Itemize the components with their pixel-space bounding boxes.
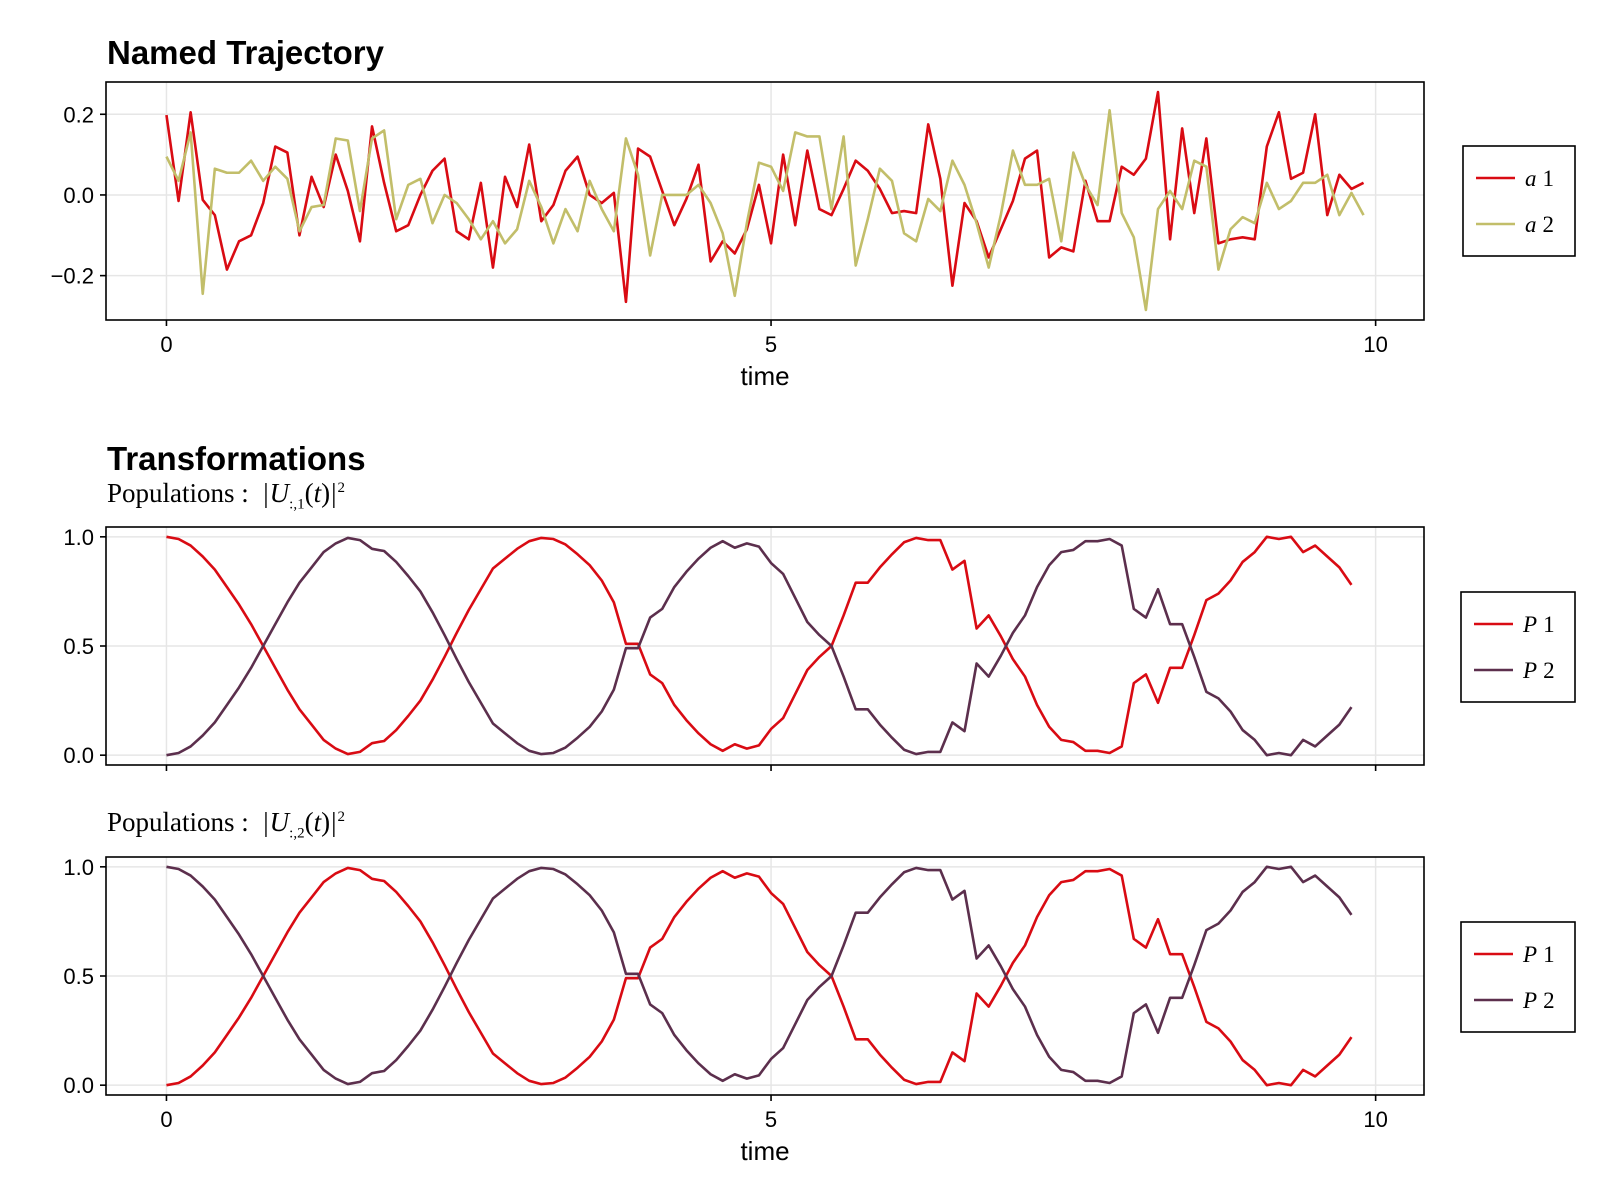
subtitle-prefix: Populations : [107,478,249,508]
symbol-t: t [313,807,322,837]
series-line-1 [165,90,1365,304]
x-tick-label: 5 [765,1107,777,1132]
series-line-2 [165,108,1365,312]
plot-frame [105,81,1425,321]
symbol-u: U [269,478,290,508]
series-line-2 [166,536,1353,757]
abs-bar-close: | [331,807,337,837]
legend-box [1460,591,1576,703]
x-tick-label: 10 [1363,332,1387,357]
symbol-t: t [313,478,322,508]
legend-box [1462,145,1576,257]
figure-title-named-trajectory: Named Trajectory [107,34,384,71]
symbol-u: U [269,807,290,837]
y-tick-label: −0.2 [51,264,94,289]
y-tick-label: 0.5 [63,634,94,659]
subtitle-subscript: :,1 [289,496,305,513]
y-tick-label: 0.0 [63,1073,94,1098]
abs-bar-close: | [331,478,337,508]
abs-bar-open: | [256,478,269,508]
subtitle-superscript: 2 [337,809,346,825]
legend: P 1 P 2 [1460,921,1576,1033]
x-axis-label: time [740,361,789,391]
series-line-1 [166,866,1353,1087]
y-tick-label: 1.0 [63,525,94,550]
subtitle-subscript: :,2 [289,825,305,842]
y-tick-label: 1.0 [63,855,94,880]
y-tick-label: 0.2 [63,102,94,127]
subtitle-populations-2: Populations : |U:,2(t)|2 [107,807,346,842]
subtitle-superscript: 2 [337,480,346,496]
subtitle-prefix: Populations : [107,807,249,837]
legend: a 1 a 2 [1462,145,1576,257]
series-line-2 [166,865,1353,1086]
x-tick-label: 0 [160,332,172,357]
chart-panel-named-trajectory: −0.2 0.0 0.2 0 5 10 time a 1 a 2 [51,81,1576,391]
figure-title-transformations: Transformations [107,440,366,477]
x-tick-label: 0 [160,1107,172,1132]
legend: P 1 P 2 [1460,591,1576,703]
abs-bar-open: | [256,807,269,837]
series-line-1 [166,535,1353,756]
x-tick-label: 5 [765,332,777,357]
y-tick-label: 0.0 [63,183,94,208]
y-tick-label: 0.5 [63,964,94,989]
chart-panel-populations-2: 0.0 0.5 1.0 0 5 10 time P 1 P 2 [63,855,1576,1166]
chart-panel-populations-1: 0.0 0.5 1.0 P 1 P 2 [63,525,1576,771]
subtitle-populations-1: Populations : |U:,1(t)|2 [107,478,346,513]
y-tick-label: 0.0 [63,743,94,768]
legend-box [1460,921,1576,1033]
x-tick-label: 10 [1363,1107,1387,1132]
x-axis-label: time [740,1136,789,1166]
